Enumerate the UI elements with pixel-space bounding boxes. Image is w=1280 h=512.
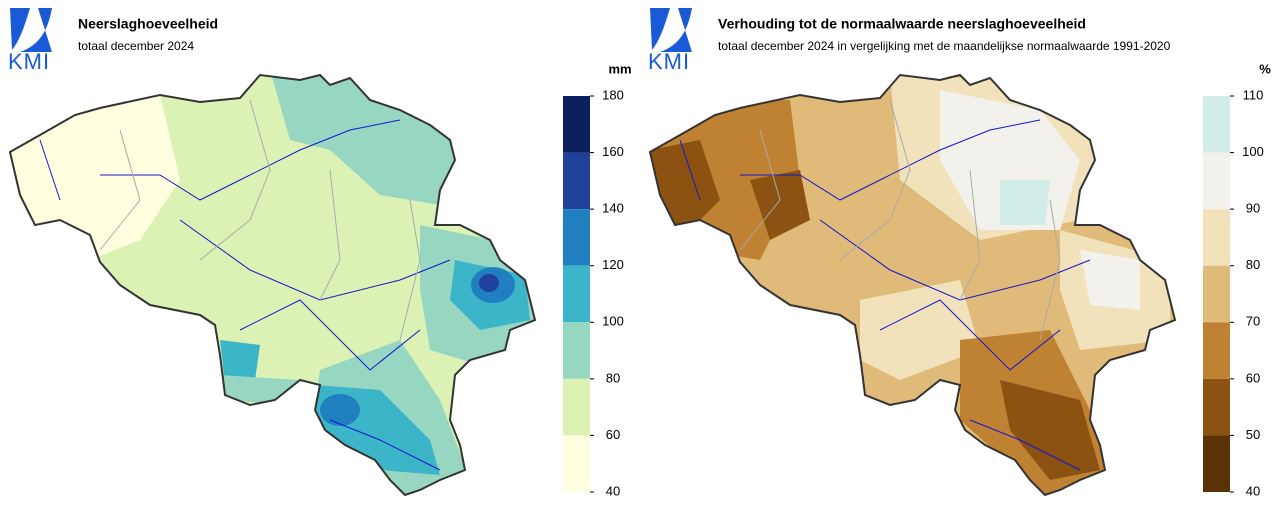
title: Neerslaghoeveelheid [78,16,218,32]
colorbar-bin [1203,96,1230,153]
map-right [649,74,1176,496]
colorbar-bin [563,152,590,210]
colorbar-tick-label: 40 [606,483,620,498]
logo-text: KMI [648,49,690,74]
colorbar-bin [1203,378,1230,436]
colorbar-tick-label: 110 [1243,87,1264,102]
colorbar-tick-label: 160 [602,144,624,159]
colorbar-tick-label: 140 [602,201,624,216]
map-left [9,74,536,496]
colorbar-bin [563,265,590,323]
colorbar-bin [1203,265,1230,323]
colorbar-bin [563,378,590,436]
colorbar-tick-label: 60 [606,427,620,442]
colorbar-tick-label: 180 [602,87,624,102]
colorbar-tick-label: 100 [1242,144,1264,159]
subtitle: totaal december 2024 [78,39,194,53]
colorbar-bin [563,322,590,379]
colorbar-bin [563,435,590,492]
colorbar-tick-label: 100 [602,314,624,329]
colorbar-tick-label: 60 [1246,370,1260,385]
subtitle: totaal december 2024 in vergelijking met… [718,39,1171,53]
colorbar-bin [1203,322,1230,379]
colorbar-unit: mm [608,61,631,76]
colorbar-bin [1203,435,1230,492]
colorbar-bin [1203,152,1230,210]
colorbar-unit: % [1259,61,1271,76]
colorbar-tick-label: 70 [1246,314,1260,329]
colorbar-bin [563,209,590,266]
colorbar-tick-label: 120 [602,257,624,272]
colorbar-tick-label: 50 [1246,427,1260,442]
colorbar-bin [1203,209,1230,266]
logo-mark [650,8,692,52]
colorbar-tick-label: 80 [1246,257,1260,272]
colorbar-tick-label: 80 [606,370,620,385]
colorbar-bin [563,96,590,153]
logo-text: KMI [8,49,50,74]
title: Verhouding tot de normaalwaarde neerslag… [718,16,1086,32]
colorbar-tick-label: 40 [1246,483,1260,498]
logo-mark [10,8,52,52]
colorbar-tick-label: 90 [1246,201,1260,216]
